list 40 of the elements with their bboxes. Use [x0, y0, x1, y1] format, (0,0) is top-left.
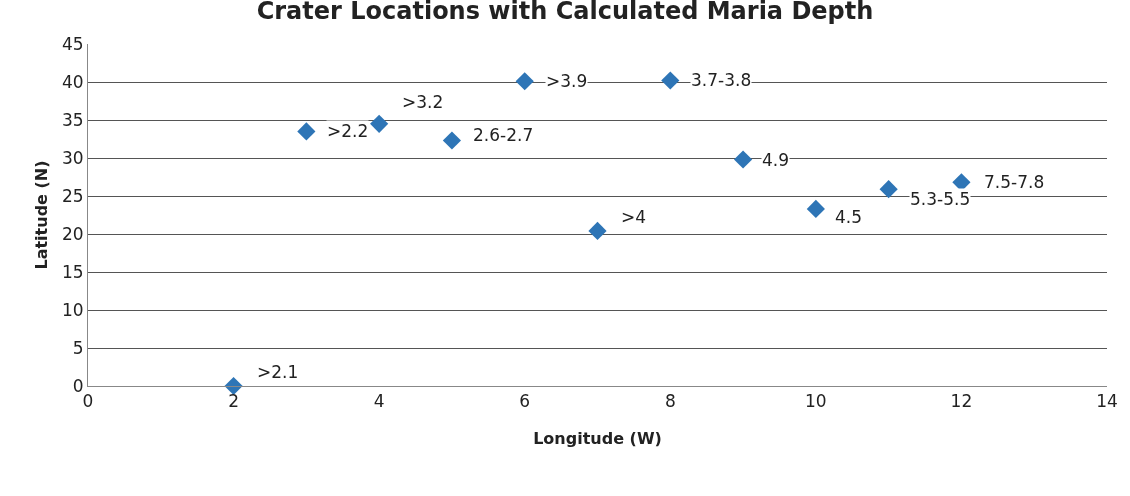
chart-title: Crater Locations with Calculated Maria Depth — [256, 0, 874, 26]
annotation: 4.9 — [762, 150, 790, 170]
annotation: >2.2 — [327, 121, 369, 141]
x-axis-title: Longitude (W) — [533, 429, 662, 449]
annotation: 2.6-2.7 — [473, 125, 534, 145]
y-tick-label: 0 — [72, 375, 84, 396]
point — [588, 221, 607, 241]
x-tick-label: 14 — [1096, 391, 1118, 412]
y-tick-label: 25 — [61, 185, 84, 206]
x-tick-label: 6 — [519, 391, 531, 412]
annotation: >4 — [621, 207, 647, 227]
point — [806, 199, 825, 219]
point — [879, 180, 898, 199]
annotation: 3.7-3.8 — [691, 70, 752, 90]
x-tick-label: 8 — [664, 391, 676, 412]
x-tick-label: 4 — [373, 391, 385, 412]
y-tick-label: 30 — [61, 147, 84, 168]
annotation: >3.2 — [402, 92, 444, 112]
point — [370, 114, 389, 133]
annotation: 7.5-7.8 — [984, 172, 1045, 192]
point — [661, 71, 680, 90]
y-tick-label: 5 — [72, 337, 84, 358]
annotation: 5.3-5.5 — [910, 189, 971, 209]
y-tick-label: 45 — [61, 33, 84, 54]
point — [297, 122, 316, 141]
x-tick-label: 12 — [950, 391, 973, 412]
y-tick-label: 15 — [61, 261, 84, 282]
annotation: >3.9 — [546, 71, 588, 91]
y-tick-label: 35 — [61, 109, 84, 130]
point — [733, 150, 753, 169]
point — [442, 131, 462, 150]
annotation: >2.1 — [257, 362, 299, 382]
y-tick-label: 20 — [61, 223, 84, 244]
annotation: 4.5 — [835, 207, 863, 227]
y-axis-title: Latitude (N) — [31, 160, 51, 270]
x-tick-label: 2 — [228, 391, 239, 412]
point — [515, 72, 534, 91]
y-tick-label: 10 — [61, 299, 84, 320]
y-tick-label: 40 — [61, 71, 84, 92]
x-tick-label: 10 — [805, 391, 827, 412]
